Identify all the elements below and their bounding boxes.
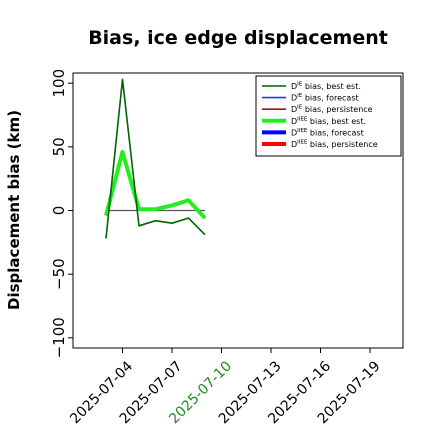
legend-entry: DIIEE bias, persistence — [291, 140, 378, 150]
legend-entry: DIE bias, persistence — [291, 105, 373, 115]
legend: DIE bias, best est.DIE bias, forecast DIE… — [255, 75, 402, 157]
chart-title: Bias, ice edge displacement — [88, 27, 388, 49]
y-axis: 100 50 0 −50 −100 — [50, 69, 73, 358]
legend-entry: DIIEE bias, forecast — [291, 128, 364, 138]
y-axis-label: Displacement bias (km) — [5, 110, 23, 310]
y-tick-label: 0 — [50, 206, 68, 216]
legend-box — [255, 75, 402, 157]
legend-entry: DIE bias, forecast — [291, 93, 359, 103]
legend-entry: DIIEE bias, best est. — [291, 116, 366, 126]
y-tick-label: −50 — [50, 258, 68, 290]
y-tick-label: −100 — [50, 317, 68, 358]
plot-lines — [104, 78, 207, 239]
legend-entry: DIE bias, best est. — [291, 82, 361, 92]
y-tick-label: 50 — [50, 137, 68, 156]
series-line-3 — [104, 149, 207, 220]
series-line-0 — [105, 78, 206, 239]
y-tick-label: 100 — [50, 69, 68, 98]
